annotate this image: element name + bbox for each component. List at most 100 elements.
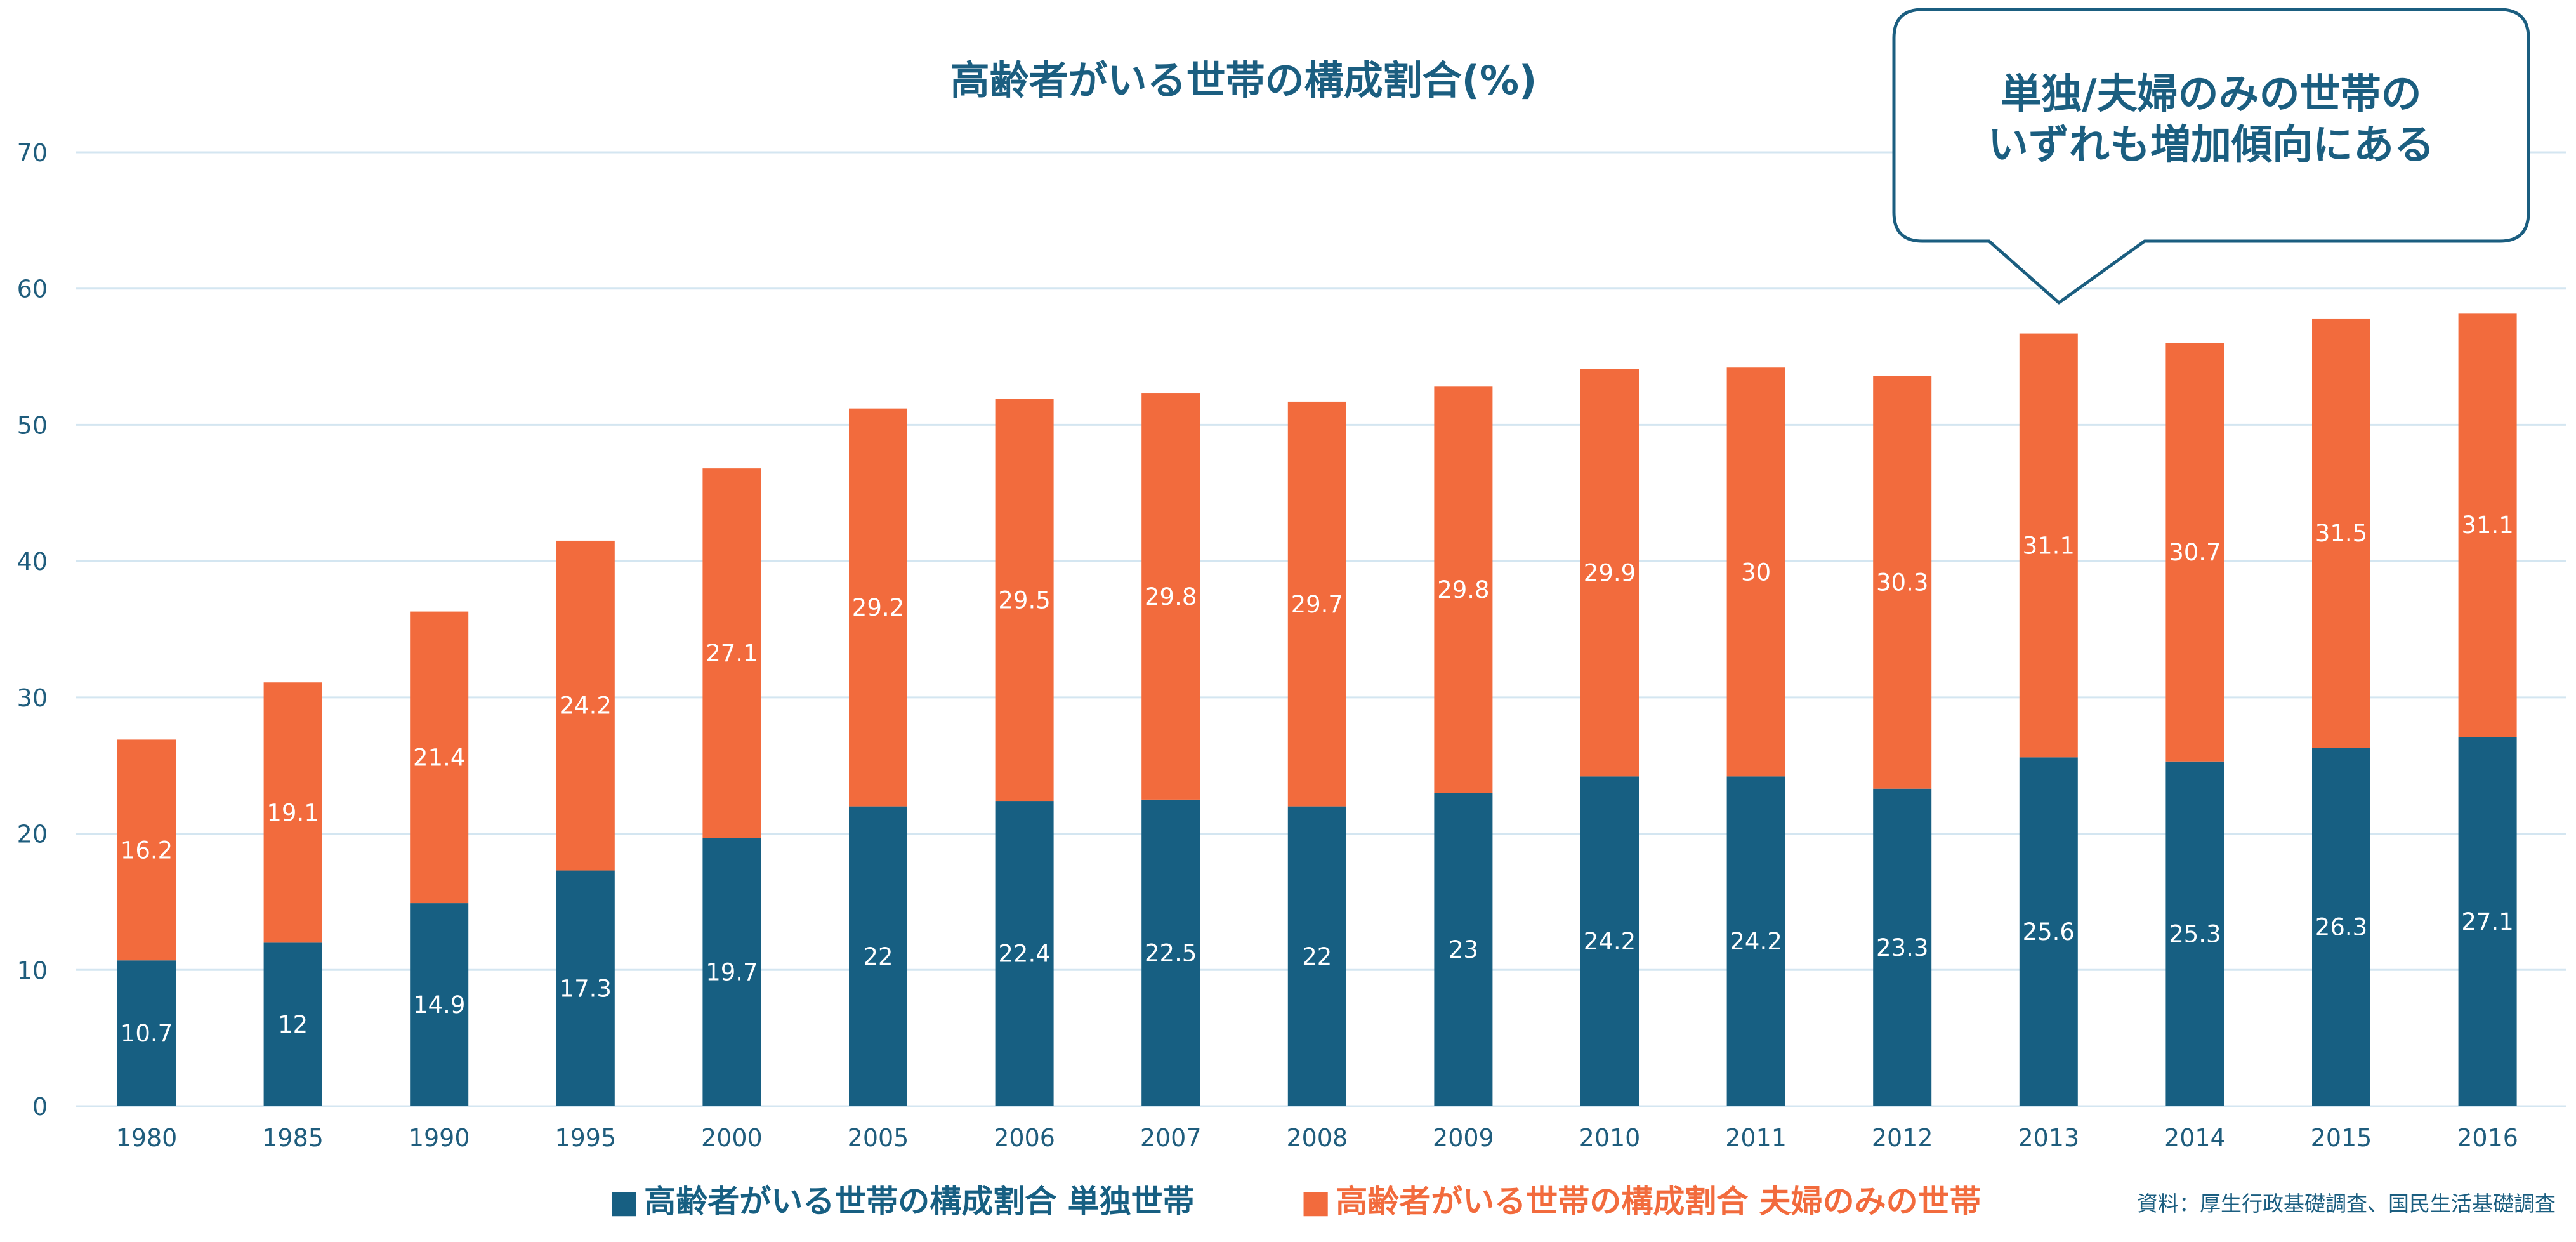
bar-couple-1990 — [410, 611, 469, 904]
x-tick-label-2010: 2010 — [1579, 1124, 1641, 1152]
bar-label-couple-2013: 31.1 — [2023, 532, 2075, 559]
bars — [117, 313, 2517, 1106]
bar-label-single-2005: 22 — [863, 943, 893, 970]
callout-line-1: 単独/夫婦のみの世帯の — [2001, 71, 2421, 118]
bar-single-2008 — [1287, 806, 1346, 1106]
x-tick-label-1995: 1995 — [555, 1124, 616, 1152]
bar-label-couple-2007: 29.8 — [1145, 583, 1197, 611]
callout-shape — [1892, 8, 2530, 305]
bar-single-1980 — [117, 960, 176, 1106]
bar-label-couple-2010: 29.9 — [1584, 559, 1636, 586]
legend-marker-single: ■ — [609, 1183, 639, 1220]
bar-couple-2010 — [1580, 369, 1639, 777]
y-tick-label-70: 70 — [17, 139, 48, 167]
bar-label-single-2006: 22.4 — [998, 941, 1050, 968]
bar-label-couple-2006: 29.5 — [998, 586, 1050, 614]
bar-couple-2008 — [1287, 401, 1346, 807]
x-tick-label-2011: 2011 — [1725, 1124, 1787, 1152]
bar-single-2007 — [1141, 799, 1200, 1106]
x-tick-label-1980: 1980 — [116, 1124, 178, 1152]
bar-label-couple-2012: 30.3 — [1876, 569, 1928, 596]
bar-label-couple-1985: 19.1 — [266, 799, 319, 826]
bar-single-2011 — [1726, 776, 1785, 1106]
x-tick-label-2000: 2000 — [701, 1124, 763, 1152]
bar-couple-2000 — [702, 468, 761, 838]
legend-item-couple: ■ 高齢者がいる世帯の構成割合 夫婦のみの世帯 — [1301, 1183, 1981, 1220]
x-axis: 1980 1985 1990 1995 2000 2005 2006 2007 2008 2009… — [116, 1124, 2518, 1152]
bar-single-1990 — [410, 903, 469, 1106]
x-tick-label-2007: 2007 — [1140, 1124, 1202, 1152]
y-tick-label-20: 20 — [17, 821, 48, 849]
x-tick-label-2016: 2016 — [2457, 1124, 2518, 1152]
y-tick-label-30: 30 — [17, 684, 48, 712]
bar-label-couple-2011: 30 — [1741, 558, 1771, 586]
bar-label-single-1990: 14.9 — [413, 991, 465, 1019]
bar-label-couple-2000: 27.1 — [706, 640, 758, 667]
bar-single-2015 — [2312, 748, 2370, 1106]
bar-single-2009 — [1434, 793, 1493, 1106]
bar-couple-2014 — [2165, 343, 2224, 762]
bar-single-2006 — [995, 801, 1054, 1106]
bar-couple-2011 — [1726, 367, 1785, 777]
bar-single-2005 — [849, 806, 907, 1106]
x-tick-label-2015: 2015 — [2311, 1124, 2372, 1152]
bar-label-single-2015: 26.3 — [2315, 914, 2367, 941]
bar-couple-1980 — [117, 739, 176, 961]
bar-couple-2013 — [2019, 333, 2078, 758]
bar-label-single-2016: 27.1 — [2461, 908, 2513, 935]
y-tick-label-0: 0 — [32, 1093, 48, 1121]
bar-couple-2015 — [2312, 318, 2370, 748]
y-tick-label-60: 60 — [17, 275, 48, 303]
bar-value-labels: 10.7 16.2 12 19.1 14.9 21.4 17.3 24.2 19.7 27.1 22… — [121, 512, 2514, 1047]
bar-single-2014 — [2165, 761, 2224, 1106]
bar-label-single-2014: 25.3 — [2169, 920, 2221, 948]
source-note: 資料：厚生行政基礎調査、国民生活基礎調査 — [2137, 1191, 2556, 1216]
bar-label-couple-2015: 31.5 — [2315, 520, 2367, 547]
bar-label-couple-2008: 29.7 — [1291, 591, 1343, 618]
bar-couple-2016 — [2458, 313, 2517, 737]
y-axis: 0 10 20 30 40 50 60 70 — [17, 139, 48, 1121]
bar-couple-1995 — [556, 540, 615, 871]
bar-label-single-1980: 10.7 — [121, 1020, 173, 1047]
bar-label-single-1985: 12 — [278, 1011, 308, 1038]
legend-marker-couple: ■ — [1301, 1183, 1331, 1220]
bar-label-couple-1980: 16.2 — [121, 836, 173, 864]
bar-label-couple-2005: 29.2 — [852, 594, 904, 621]
bar-label-single-2008: 22 — [1302, 943, 1332, 970]
x-tick-label-2008: 2008 — [1286, 1124, 1348, 1152]
bar-label-couple-2016: 31.1 — [2461, 512, 2513, 539]
bar-couple-2012 — [1873, 376, 1932, 789]
callout-bubble: 単独/夫婦のみの世帯の いずれも増加傾向にある — [1892, 8, 2530, 305]
bar-label-single-2009: 23 — [1449, 936, 1478, 963]
bar-couple-2009 — [1434, 386, 1493, 793]
chart-title: 高齢者がいる世帯の構成割合(%) — [950, 57, 1537, 103]
bar-label-single-2011: 24.2 — [1730, 928, 1782, 955]
bar-single-2016 — [2458, 737, 2517, 1106]
bar-single-2013 — [2019, 757, 2078, 1106]
bar-label-single-1995: 17.3 — [560, 975, 612, 1002]
bar-label-single-2013: 25.6 — [2023, 918, 2075, 946]
y-tick-label-50: 50 — [17, 411, 48, 439]
x-tick-label-2009: 2009 — [1433, 1124, 1494, 1152]
bar-single-2000 — [702, 838, 761, 1106]
legend-item-single: ■ 高齢者がいる世帯の構成割合 単独世帯 — [609, 1183, 1195, 1220]
x-tick-label-2014: 2014 — [2164, 1124, 2226, 1152]
y-tick-label-10: 10 — [17, 956, 48, 984]
bar-single-1985 — [263, 942, 322, 1106]
x-tick-label-2006: 2006 — [994, 1124, 1055, 1152]
bar-label-single-2007: 22.5 — [1145, 939, 1197, 967]
x-tick-label-1990: 1990 — [409, 1124, 470, 1152]
bar-label-couple-2014: 30.7 — [2169, 539, 2221, 566]
x-tick-label-2005: 2005 — [848, 1124, 909, 1152]
legend-label-single: 高齢者がいる世帯の構成割合 単独世帯 — [644, 1183, 1194, 1220]
legend-label-couple: 高齢者がいる世帯の構成割合 夫婦のみの世帯 — [1336, 1183, 1981, 1220]
x-tick-label-1985: 1985 — [262, 1124, 324, 1152]
bar-label-single-2000: 19.7 — [706, 959, 758, 986]
bar-couple-2006 — [995, 399, 1054, 802]
bar-label-couple-1995: 24.2 — [560, 692, 612, 720]
bar-single-2012 — [1873, 788, 1932, 1106]
bar-label-couple-1990: 21.4 — [413, 744, 465, 771]
bar-couple-2007 — [1141, 393, 1200, 800]
bar-label-single-2012: 23.3 — [1876, 934, 1928, 961]
